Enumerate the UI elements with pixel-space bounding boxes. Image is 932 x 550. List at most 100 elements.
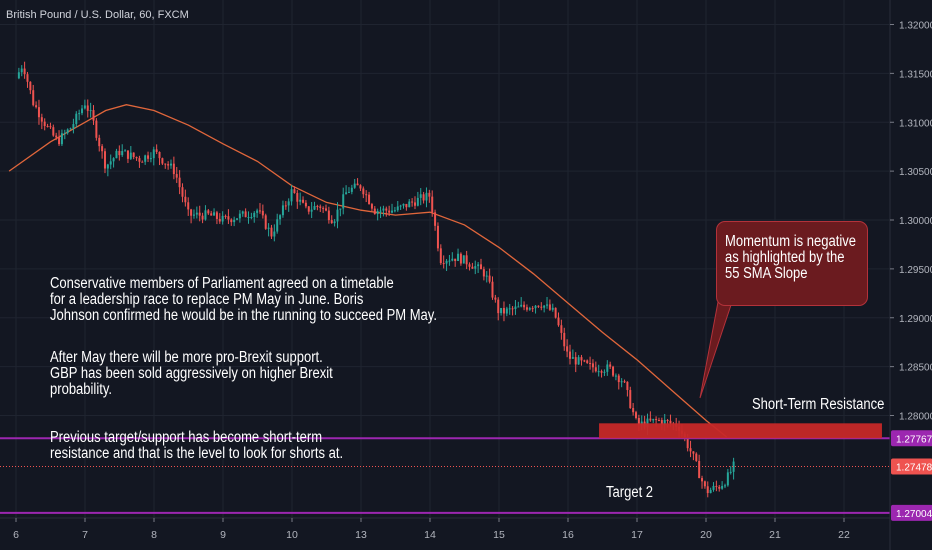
candle-body [207,210,210,214]
time-tick-label-8: 16 [562,529,574,541]
candle-body [192,214,195,216]
candle-body [632,408,635,413]
level-badge-label-0: 1.27767 [896,434,932,445]
callout-pointer-shape [699,301,733,399]
candle-body [353,183,356,188]
candle-body [491,281,494,298]
candle-body [152,149,155,159]
candle-body [431,196,434,213]
candle-body [273,231,276,237]
candle-body [290,189,293,202]
candle-body [241,211,244,214]
candle-body [657,419,660,421]
candle-body [138,158,141,162]
candle-body [172,163,175,175]
candle-body [81,108,84,114]
annotation-leadership[interactable]: Conservative members of Parliament agree… [50,275,437,324]
time-tick-label-12: 22 [838,529,850,541]
candle-body [557,317,560,326]
candle-body [419,194,422,198]
candle-body [425,192,428,201]
candle-body [715,485,718,487]
candle-body [416,197,419,206]
price-tick-label-5: 1.29500 [899,265,932,276]
candle-body [370,204,373,209]
candle-body [161,158,164,164]
candle-body [158,151,161,159]
candle-body [399,205,402,207]
candle-body [718,486,721,489]
candle-body [494,297,497,300]
candle-body [181,187,184,197]
callout-pointer [699,301,733,399]
annotation-brexit[interactable]: After May there will be more pro-Brexit … [50,349,333,398]
level-badge-label-1: 1.27478 [896,463,932,474]
candle-body [422,194,425,201]
candle-body [726,472,729,486]
candle-body [147,155,150,159]
candle-body [365,194,368,196]
candle-body [451,258,454,261]
candle-body [339,208,342,210]
candle-body [706,486,709,494]
candle-body [126,150,129,159]
candle-body [149,158,152,160]
candles [17,61,735,498]
candle-body [101,146,104,152]
candle-body [571,357,574,359]
candle-body [89,110,92,112]
candle-body [322,207,325,209]
candle-body [52,127,55,136]
target-label: Target 2 [606,484,654,501]
price-tick-label-4: 1.30000 [899,216,932,227]
candle-body [121,151,124,156]
price-axis[interactable]: 1.32000 1.31500 1.31000 1.30500 1.30000 1.295… [889,0,932,550]
candle-body [92,110,95,121]
candle-body [132,152,135,157]
candle-body [382,208,385,211]
candle-body [482,269,485,277]
candle-body [669,420,672,424]
candle-body [411,201,414,203]
candle-body [523,304,526,308]
candle-body [649,418,652,421]
candle-body [112,158,115,162]
candle-body [210,213,213,216]
candle-body [517,306,520,308]
annotation-resistance[interactable]: Previous target/support has become short… [50,429,344,462]
candle-body [204,210,207,220]
candle-body [500,307,503,314]
candle-body [78,113,81,115]
candle-body [342,194,345,209]
sma-55-line [8,104,728,438]
candle-body [267,227,270,229]
candle-body [663,420,666,425]
time-tick-label-10: 20 [700,529,712,541]
time-tick-label-0: 6 [13,529,19,541]
resistance-zone[interactable] [599,423,882,439]
candle-body [689,448,692,452]
candle-body [551,307,554,310]
candle-body [591,363,594,368]
candle-body [40,117,43,122]
momentum-callout[interactable]: Momentum is negative as highlighted by t… [716,221,868,306]
candle-body [37,107,40,118]
time-axis[interactable]: 6 7 8 9 10 13 14 15 16 17 20 21 22 [0,517,890,541]
candle-body [215,212,218,219]
candle-body [600,371,603,373]
candle-body [502,307,505,314]
sma-55-path [8,104,728,438]
candle-body [35,105,38,108]
candle-body [190,209,193,216]
price-tick-label-3: 1.30500 [899,167,932,178]
candle-body [388,210,391,213]
candle-body [393,210,396,212]
candle-body [129,152,132,159]
candle-body [256,210,259,213]
candle-body [109,161,112,165]
candle-body [60,133,63,145]
price-tick-label-6: 1.29000 [899,314,932,325]
candle-body [477,264,480,267]
candle-body [589,362,592,364]
